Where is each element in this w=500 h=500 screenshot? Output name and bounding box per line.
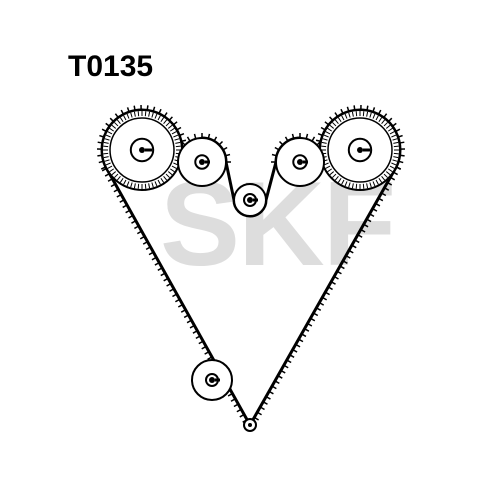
idler-right [276, 138, 324, 186]
idler-left [178, 138, 226, 186]
timing-belt-diagram [0, 0, 500, 500]
cam-gear-right [320, 110, 400, 190]
idler-center [234, 184, 266, 216]
cam-gear-left [102, 110, 182, 190]
tensioner-pulley [192, 360, 232, 400]
